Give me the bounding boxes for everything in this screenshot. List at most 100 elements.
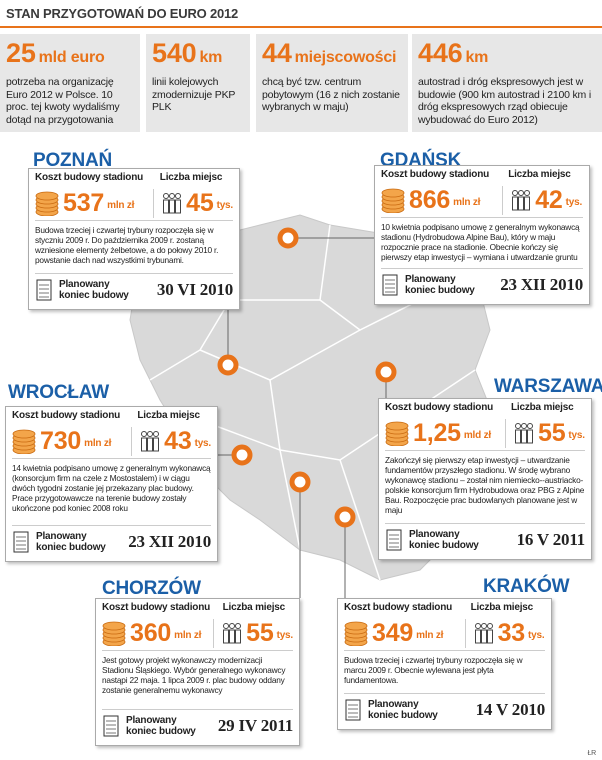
description: Jest gotowy projekt wykonawczy moderniza… [102, 651, 293, 710]
body [175, 199, 182, 214]
city-name: WARSZAWA [494, 376, 602, 397]
seats-cell: 43 tys. [132, 427, 211, 456]
seats-label: Liczba miejsc [511, 402, 574, 413]
cost-cell: 537 mln zł [35, 188, 155, 218]
title: STAN PRZYGOTOWAŃ DO EURO 2012 [6, 6, 239, 21]
card-figures: 730 mln zł 43 tys. [12, 424, 211, 459]
stadium-card: Koszt budowy stadionu Liczba miejsc 730 mln… [5, 406, 218, 562]
pin [277, 227, 299, 249]
seats-cell: 42 tys. [503, 186, 583, 215]
head [147, 431, 154, 437]
card-labels: Koszt budowy stadionu Liczba miejsc [385, 402, 585, 416]
stat-figure: 44 miejscowości [262, 38, 402, 73]
seats-unit: tys. [565, 196, 583, 208]
cost-cell: 1,25 mld zł [385, 418, 506, 448]
finish-date: 23 XII 2010 [128, 532, 211, 551]
body [235, 629, 242, 644]
stat-unit: mld euro [38, 49, 105, 66]
cost-label: Koszt budowy stadionu [12, 410, 121, 421]
card-labels: Koszt budowy stadionu Liczba miejsc [35, 172, 233, 186]
body [480, 629, 487, 644]
finish-date: 29 IV 2011 [217, 716, 293, 735]
description: Budowa trzeciej i czwartej trybuny rozpo… [35, 221, 233, 274]
stat-number: 44 [262, 38, 292, 68]
head [229, 623, 236, 629]
cost-value: 537 [63, 188, 105, 217]
seats-cell: 45 tys. [154, 189, 233, 218]
cost-unit: mld zł [463, 429, 491, 441]
city-name: WROCŁAW [8, 382, 109, 403]
coin-icon [344, 621, 368, 646]
pin [334, 506, 356, 528]
coin [344, 621, 368, 631]
coin-icon [102, 621, 126, 646]
description: Zakończył się pierwszy etap inwestycji –… [385, 451, 585, 524]
city-pins [217, 227, 397, 528]
card-labels: Koszt budowy stadionu Liczba miejsc [381, 169, 583, 183]
head [474, 623, 481, 629]
stat-unit: miejscowości [294, 49, 397, 66]
seats-cell: 55 tys. [506, 419, 585, 448]
card-labels: Koszt budowy stadionu Liczba miejsc [102, 602, 293, 616]
seats-unit: tys. [528, 629, 545, 641]
body [515, 429, 521, 444]
seats-cell: 33 tys. [466, 619, 545, 648]
cost-cell: 349 mln zł [344, 618, 466, 648]
notepad-icon [345, 699, 361, 721]
head [175, 193, 182, 199]
body [153, 437, 160, 452]
stadium-card: Koszt budowy stadionu Liczba miejsc 360 mln… [95, 598, 300, 746]
head [527, 423, 533, 429]
body [169, 199, 176, 214]
body [229, 629, 236, 644]
card-figures: 349 mln zł 33 tys. [344, 616, 545, 651]
cost-label: Koszt budowy stadionu [385, 402, 494, 413]
people-icon [474, 623, 493, 644]
cost-label: Koszt budowy stadionu [381, 169, 490, 180]
head [521, 423, 527, 429]
head [486, 623, 493, 629]
card-figures: 866 mln zł 42 tys. [381, 183, 583, 218]
seats-value: 45 [186, 188, 214, 217]
notepad-icon [386, 529, 402, 551]
stat-figure: 540 km [152, 38, 244, 73]
finish-date: 30 VI 2010 [156, 280, 233, 299]
body [474, 629, 481, 644]
head [169, 193, 176, 199]
pin [231, 444, 253, 466]
seats-unit: tys. [568, 429, 585, 441]
card-footer: Planowany koniec budowy 14 V 2010 [344, 694, 545, 726]
head [515, 423, 521, 429]
cost-value: 730 [40, 426, 82, 455]
seats-value: 55 [538, 418, 566, 447]
cost-unit: mln zł [174, 629, 202, 641]
stat-figure: 25 mld euro [6, 38, 134, 73]
card-figures: 1,25 mld zł 55 tys. [385, 416, 585, 451]
head [480, 623, 487, 629]
finish-label: Planowany koniec budowy [59, 279, 129, 301]
head [153, 431, 160, 437]
body [518, 196, 525, 211]
seats-cell: 55 tys. [214, 619, 293, 648]
stat-unit: km [465, 49, 489, 66]
coin [385, 421, 409, 431]
stadium-card: Koszt budowy stadionu Liczba miejsc 537 mln… [28, 168, 240, 310]
head [524, 190, 531, 196]
stat-number: 25 [6, 38, 36, 68]
stat-text: chcą być tzw. centrum pobytowym (16 z ni… [262, 76, 400, 113]
stat-text: potrzeba na organizację Euro 2012 w Pols… [6, 76, 120, 126]
cost-value: 349 [372, 618, 414, 647]
cost-unit: mln zł [84, 437, 112, 449]
card-footer: Planowany koniec budowy 16 V 2011 [385, 524, 585, 556]
seats-unit: tys. [276, 629, 294, 641]
seats-label: Liczba miejsc [159, 172, 223, 183]
coin-icon [381, 188, 405, 213]
seats-unit: tys. [194, 437, 212, 449]
cost-value: 1,25 [413, 418, 461, 447]
stat-text: linii kolejowych zmodernizuje PKP PLK [152, 76, 235, 113]
description: 14 kwietnia podpisano umowę z generalnym… [12, 459, 211, 526]
card-figures: 537 mln zł 45 tys. [35, 186, 233, 221]
pin [217, 354, 239, 376]
credit: ŁR [587, 750, 596, 757]
